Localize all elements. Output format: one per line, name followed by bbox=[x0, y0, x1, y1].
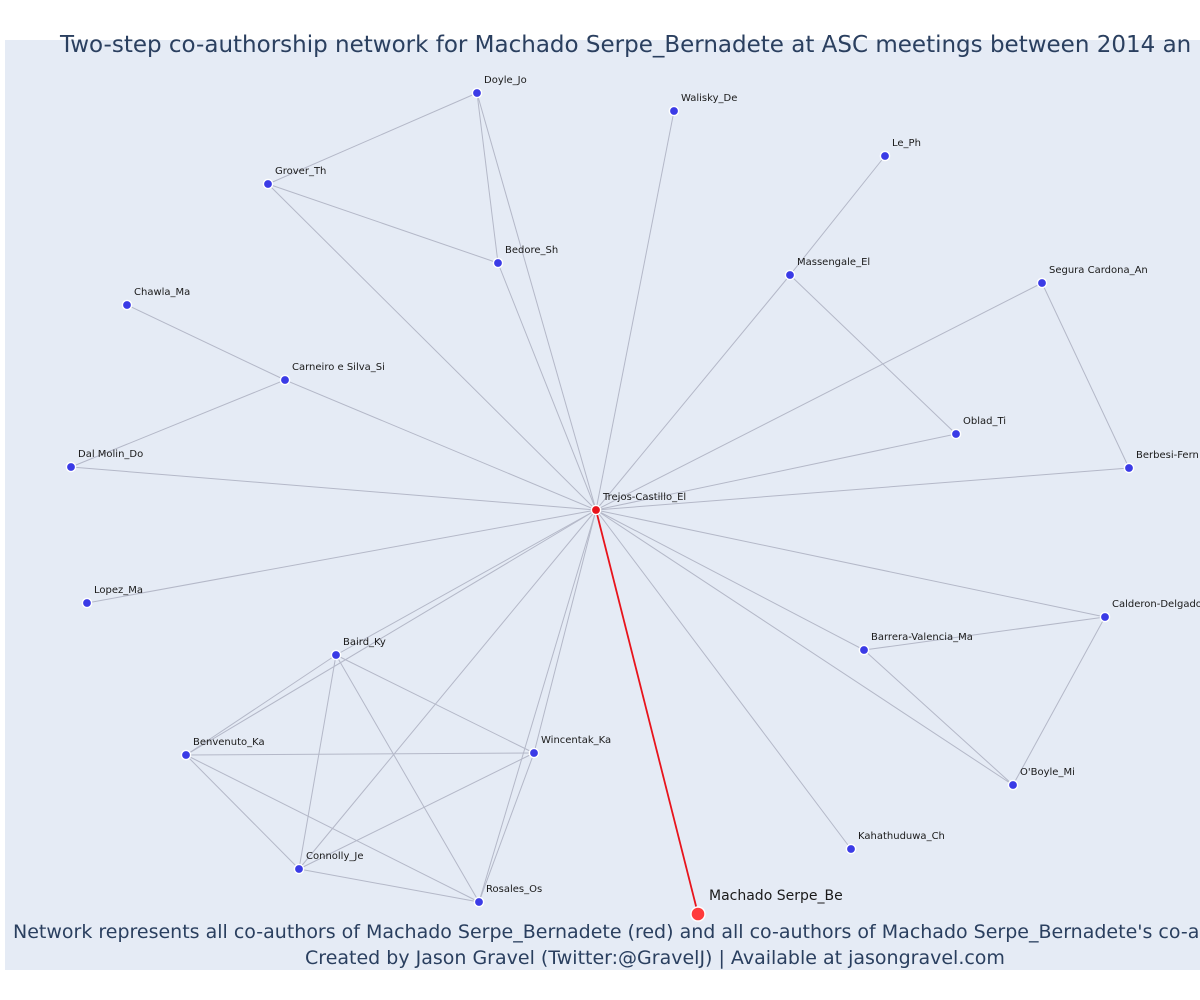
node-label-Grover_Th: Grover_Th bbox=[275, 166, 326, 177]
edge-Benvenuto_Ka-Connolly_Je bbox=[185, 754, 300, 870]
edge-Baird_Ky-Benvenuto_Ka bbox=[185, 654, 337, 756]
caption-line-1: Network represents all co-authors of Mac… bbox=[13, 921, 1200, 943]
labels-layer: Doyle_Jo Walisky_De Le_Ph Grover_Th Bedore_S… bbox=[78, 75, 1200, 904]
node-label-Benvenuto_Ka: Benvenuto_Ka bbox=[193, 737, 265, 748]
node-label-Doyle_Jo: Doyle_Jo bbox=[484, 75, 527, 86]
node-Grover_Th[interactable] bbox=[262, 178, 274, 190]
node-Connolly_Je[interactable] bbox=[293, 863, 305, 875]
node-OBoyle_Mi[interactable] bbox=[1007, 779, 1019, 791]
edge-Barrera_Valencia_Ma-Trejos_Castillo_El bbox=[595, 509, 865, 651]
node-label-Le_Ph: Le_Ph bbox=[892, 138, 921, 149]
node-Calderon_Delgado[interactable] bbox=[1099, 611, 1111, 623]
node-Walisky_De[interactable] bbox=[668, 105, 680, 117]
edge-Baird_Ky-Connolly_Je bbox=[298, 654, 337, 870]
node-label-Berbesi_Fern: Berbesi-Fern bbox=[1136, 450, 1199, 461]
node-Doyle_Jo[interactable] bbox=[471, 87, 483, 99]
edge-Calderon_Delgado-Trejos_Castillo_El bbox=[595, 509, 1106, 618]
node-Barrera_Valencia_Ma[interactable] bbox=[858, 644, 870, 656]
nodes-layer bbox=[65, 87, 1135, 922]
node-Massengale_El[interactable] bbox=[784, 269, 796, 281]
chart-title: Two-step co-authorship network for Macha… bbox=[59, 32, 1191, 58]
edge-focal bbox=[595, 509, 699, 915]
node-Carneiro_e_Silva_Si[interactable] bbox=[279, 374, 291, 386]
node-label-OBoyle_Mi: O'Boyle_Mi bbox=[1020, 767, 1075, 778]
node-Machado_Serpe_Be[interactable] bbox=[690, 906, 706, 922]
edge-Wincentak_Ka-Trejos_Castillo_El bbox=[533, 509, 597, 754]
caption-line-2: Created by Jason Gravel (Twitter:@Gravel… bbox=[305, 947, 1005, 969]
edge-Wincentak_Ka-Connolly_Je bbox=[298, 752, 535, 870]
edge-Benvenuto_Ka-Trejos_Castillo_El bbox=[185, 509, 597, 756]
node-label-Calderon_Delgado: Calderon-Delgado bbox=[1112, 599, 1200, 610]
edge-Doyle_Jo-Bedore_Sh bbox=[476, 92, 499, 264]
node-label-Rosales_Os: Rosales_Os bbox=[486, 884, 542, 895]
node-Kahathuduwa_Ch[interactable] bbox=[845, 843, 857, 855]
edge-Le_Ph-Massengale_El bbox=[789, 155, 886, 276]
edge-Berbesi_Fern-Trejos_Castillo_El bbox=[595, 467, 1130, 511]
edge-Benvenuto_Ka-Wincentak_Ka bbox=[185, 752, 535, 756]
node-Dal_Molin_Do[interactable] bbox=[65, 461, 77, 473]
edge-Chawla_Ma-Carneiro_e_Silva_Si bbox=[126, 304, 286, 381]
node-label-Barrera_Valencia_Ma: Barrera-Valencia_Ma bbox=[871, 632, 973, 643]
edge-Barrera_Valencia_Ma-OBoyle_Mi bbox=[863, 649, 1014, 786]
plot-background bbox=[5, 40, 1200, 970]
edge-Massengale_El-Oblad_Ti bbox=[789, 274, 957, 435]
node-Wincentak_Ka[interactable] bbox=[528, 747, 540, 759]
node-label-Baird_Ky: Baird_Ky bbox=[343, 637, 386, 648]
edge-Rosales_Os-Trejos_Castillo_El bbox=[478, 509, 597, 903]
node-Le_Ph[interactable] bbox=[879, 150, 891, 162]
node-label-Oblad_Ti: Oblad_Ti bbox=[963, 416, 1006, 427]
node-Segura_Cardona_An[interactable] bbox=[1036, 277, 1048, 289]
edge-Grover_Th-Trejos_Castillo_El bbox=[267, 183, 597, 511]
edge-Dal_Molin_Do-Trejos_Castillo_El bbox=[70, 466, 597, 511]
edge-Baird_Ky-Trejos_Castillo_El bbox=[335, 509, 597, 656]
node-label-Machado_Serpe_Be: Machado Serpe_Be bbox=[709, 888, 843, 904]
node-Benvenuto_Ka[interactable] bbox=[180, 749, 192, 761]
node-Berbesi_Fern[interactable] bbox=[1123, 462, 1135, 474]
node-label-Bedore_Sh: Bedore_Sh bbox=[505, 245, 558, 256]
node-Rosales_Os[interactable] bbox=[473, 896, 485, 908]
node-label-Connolly_Je: Connolly_Je bbox=[306, 851, 363, 862]
node-label-Trejos_Castillo_El: Trejos-Castillo_El bbox=[602, 492, 686, 503]
edge-Connolly_Je-Trejos_Castillo_El bbox=[298, 509, 597, 870]
edge-Walisky_De-Trejos_Castillo_El bbox=[595, 110, 675, 511]
node-Chawla_Ma[interactable] bbox=[121, 299, 133, 311]
edge-Grover_Th-Bedore_Sh bbox=[267, 183, 499, 264]
node-Lopez_Ma[interactable] bbox=[81, 597, 93, 609]
edge-Doyle_Jo-Grover_Th bbox=[267, 92, 478, 185]
edge-OBoyle_Mi-Trejos_Castillo_El bbox=[595, 509, 1014, 786]
edge-Segura_Cardona_An-Berbesi_Fern bbox=[1041, 282, 1130, 469]
node-Baird_Ky[interactable] bbox=[330, 649, 342, 661]
node-Oblad_Ti[interactable] bbox=[950, 428, 962, 440]
edge-Bedore_Sh-Trejos_Castillo_El bbox=[497, 262, 597, 511]
node-label-Lopez_Ma: Lopez_Ma bbox=[94, 585, 143, 596]
node-Trejos_Castillo_El[interactable] bbox=[590, 504, 602, 516]
node-label-Chawla_Ma: Chawla_Ma bbox=[134, 287, 190, 298]
edge-Carneiro_e_Silva_Si-Dal_Molin_Do bbox=[70, 379, 286, 468]
node-label-Dal_Molin_Do: Dal Molin_Do bbox=[78, 449, 143, 460]
edge-Massengale_El-Trejos_Castillo_El bbox=[595, 274, 791, 511]
node-label-Massengale_El: Massengale_El bbox=[797, 257, 870, 268]
edge-Carneiro_e_Silva_Si-Trejos_Castillo_El bbox=[284, 379, 597, 511]
edge-Doyle_Jo-Trejos_Castillo_El bbox=[476, 92, 597, 511]
node-label-Segura_Cardona_An: Segura Cardona_An bbox=[1049, 265, 1148, 276]
edge-Segura_Cardona_An-Trejos_Castillo_El bbox=[595, 282, 1043, 511]
edge-Oblad_Ti-Trejos_Castillo_El bbox=[595, 433, 957, 511]
edge-Connolly_Je-Rosales_Os bbox=[298, 868, 480, 903]
edges-layer bbox=[70, 92, 1130, 915]
edge-Wincentak_Ka-Rosales_Os bbox=[478, 752, 535, 903]
node-Bedore_Sh[interactable] bbox=[492, 257, 504, 269]
node-label-Kahathuduwa_Ch: Kahathuduwa_Ch bbox=[858, 831, 945, 842]
edge-Calderon_Delgado-Barrera_Valencia_Ma bbox=[863, 616, 1106, 651]
node-label-Walisky_De: Walisky_De bbox=[681, 93, 737, 104]
node-label-Wincentak_Ka: Wincentak_Ka bbox=[541, 735, 611, 746]
edge-Kahathuduwa_Ch-Trejos_Castillo_El bbox=[595, 509, 852, 850]
edge-Baird_Ky-Rosales_Os bbox=[335, 654, 480, 903]
node-label-Carneiro_e_Silva_Si: Carneiro e Silva_Si bbox=[292, 362, 385, 373]
edge-Lopez_Ma-Trejos_Castillo_El bbox=[86, 509, 597, 604]
edge-Calderon_Delgado-OBoyle_Mi bbox=[1012, 616, 1106, 786]
